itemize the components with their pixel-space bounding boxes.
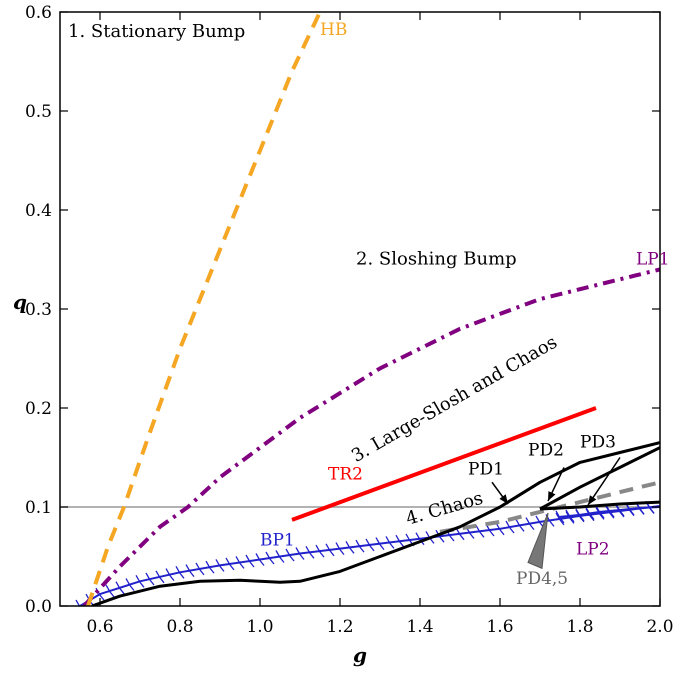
- annotation-pd4-5: PD4,5: [516, 569, 568, 589]
- series-marker: [595, 507, 605, 520]
- series-marker: [75, 599, 81, 606]
- x-tick-label: 0.8: [166, 617, 193, 637]
- series-marker: [225, 557, 235, 571]
- series-marker: [435, 529, 445, 543]
- x-tick-label: 1.2: [326, 617, 353, 637]
- y-tick-label: 0.4: [25, 201, 52, 221]
- series-marker: [315, 544, 325, 558]
- y-tick-label: 0.1: [25, 498, 52, 518]
- series-marker: [415, 532, 425, 546]
- series-marker: [155, 570, 165, 584]
- series-marker: [355, 539, 365, 553]
- series-marker: [385, 536, 395, 549]
- series-marker: [275, 550, 285, 563]
- y-tick-label: 0.5: [25, 102, 52, 122]
- series-marker: [265, 551, 275, 565]
- series-marker: [365, 538, 375, 552]
- series-hb: [86, 12, 322, 606]
- annotation-lp2: LP2: [576, 540, 610, 560]
- series-marker: [135, 574, 145, 588]
- annotation-pd2: PD2: [528, 441, 564, 461]
- x-tick-label: 2.0: [646, 617, 673, 637]
- x-tick-label: 0.6: [86, 617, 113, 637]
- series-marker: [235, 556, 245, 569]
- x-tick-label: 1.6: [486, 617, 513, 637]
- series-marker: [305, 545, 315, 559]
- series-marker: [205, 560, 215, 574]
- series-marker: [105, 584, 115, 598]
- series-marker: [215, 559, 225, 572]
- series-marker: [485, 523, 495, 537]
- series-marker: [285, 548, 295, 562]
- series-marker: [195, 562, 205, 576]
- annotation-1-stationary-bump: 1. Stationary Bump: [68, 21, 245, 42]
- x-tick-label: 1.4: [406, 617, 433, 637]
- pd2-arrow: [547, 467, 565, 502]
- series-marker: [335, 542, 345, 556]
- x-tick-label: 1.0: [246, 617, 273, 637]
- series-marker: [145, 572, 155, 586]
- annotation-lp1: LP1: [636, 249, 670, 269]
- series-marker: [125, 578, 135, 591]
- series-marker: [505, 520, 515, 534]
- series-marker: [565, 509, 575, 523]
- series-marker: [585, 507, 595, 520]
- x-axis-label: g: [353, 643, 367, 667]
- series-marker: [325, 543, 335, 557]
- series-marker: [565, 511, 575, 524]
- series-lp1: [82, 267, 660, 606]
- series-marker: [555, 512, 565, 526]
- annotation-pd1: PD1: [468, 459, 504, 479]
- annotation-tr2: TR2: [328, 464, 363, 484]
- series-marker: [515, 518, 525, 532]
- series-marker: [605, 504, 615, 518]
- pd3-arrow: [587, 457, 621, 506]
- annotation-2-sloshing-bump: 2. Sloshing Bump: [356, 248, 517, 269]
- y-tick-label: 0.2: [25, 399, 52, 419]
- series-marker: [345, 540, 355, 554]
- annotation-bp1: BP1: [260, 531, 295, 551]
- pd45-wedge: [527, 512, 549, 570]
- series-marker: [175, 565, 185, 579]
- series-pd3: [539, 500, 660, 511]
- series-marker: [375, 537, 385, 551]
- series-marker: [575, 508, 585, 522]
- series-marker: [455, 527, 465, 541]
- y-axis-label: q: [13, 290, 27, 314]
- y-tick-label: 0.6: [25, 3, 52, 23]
- y-tick-label: 0.3: [25, 300, 52, 320]
- series-marker: [495, 522, 505, 536]
- series-marker: [245, 554, 255, 568]
- series-marker: [295, 547, 305, 560]
- x-tick-label: 1.8: [566, 617, 593, 637]
- series-marker: [595, 505, 605, 519]
- series-marker: [615, 503, 625, 517]
- pd1-arrow: [491, 481, 509, 505]
- series-pd1: [91, 441, 660, 606]
- series-marker: [625, 502, 635, 516]
- series-marker: [395, 534, 405, 548]
- series-marker: [525, 517, 535, 531]
- series-marker: [165, 568, 175, 582]
- y-tick-label: 0.0: [25, 597, 52, 617]
- series-marker: [185, 564, 195, 578]
- series-pd2: [539, 446, 660, 511]
- annotation-pd3: PD3: [580, 433, 616, 453]
- series-marker: [555, 510, 565, 524]
- series-marker: [475, 524, 485, 538]
- annotation-hb: HB: [320, 20, 347, 40]
- series-marker: [255, 553, 265, 566]
- series-tr2: [291, 406, 597, 522]
- series-marker: [115, 581, 125, 595]
